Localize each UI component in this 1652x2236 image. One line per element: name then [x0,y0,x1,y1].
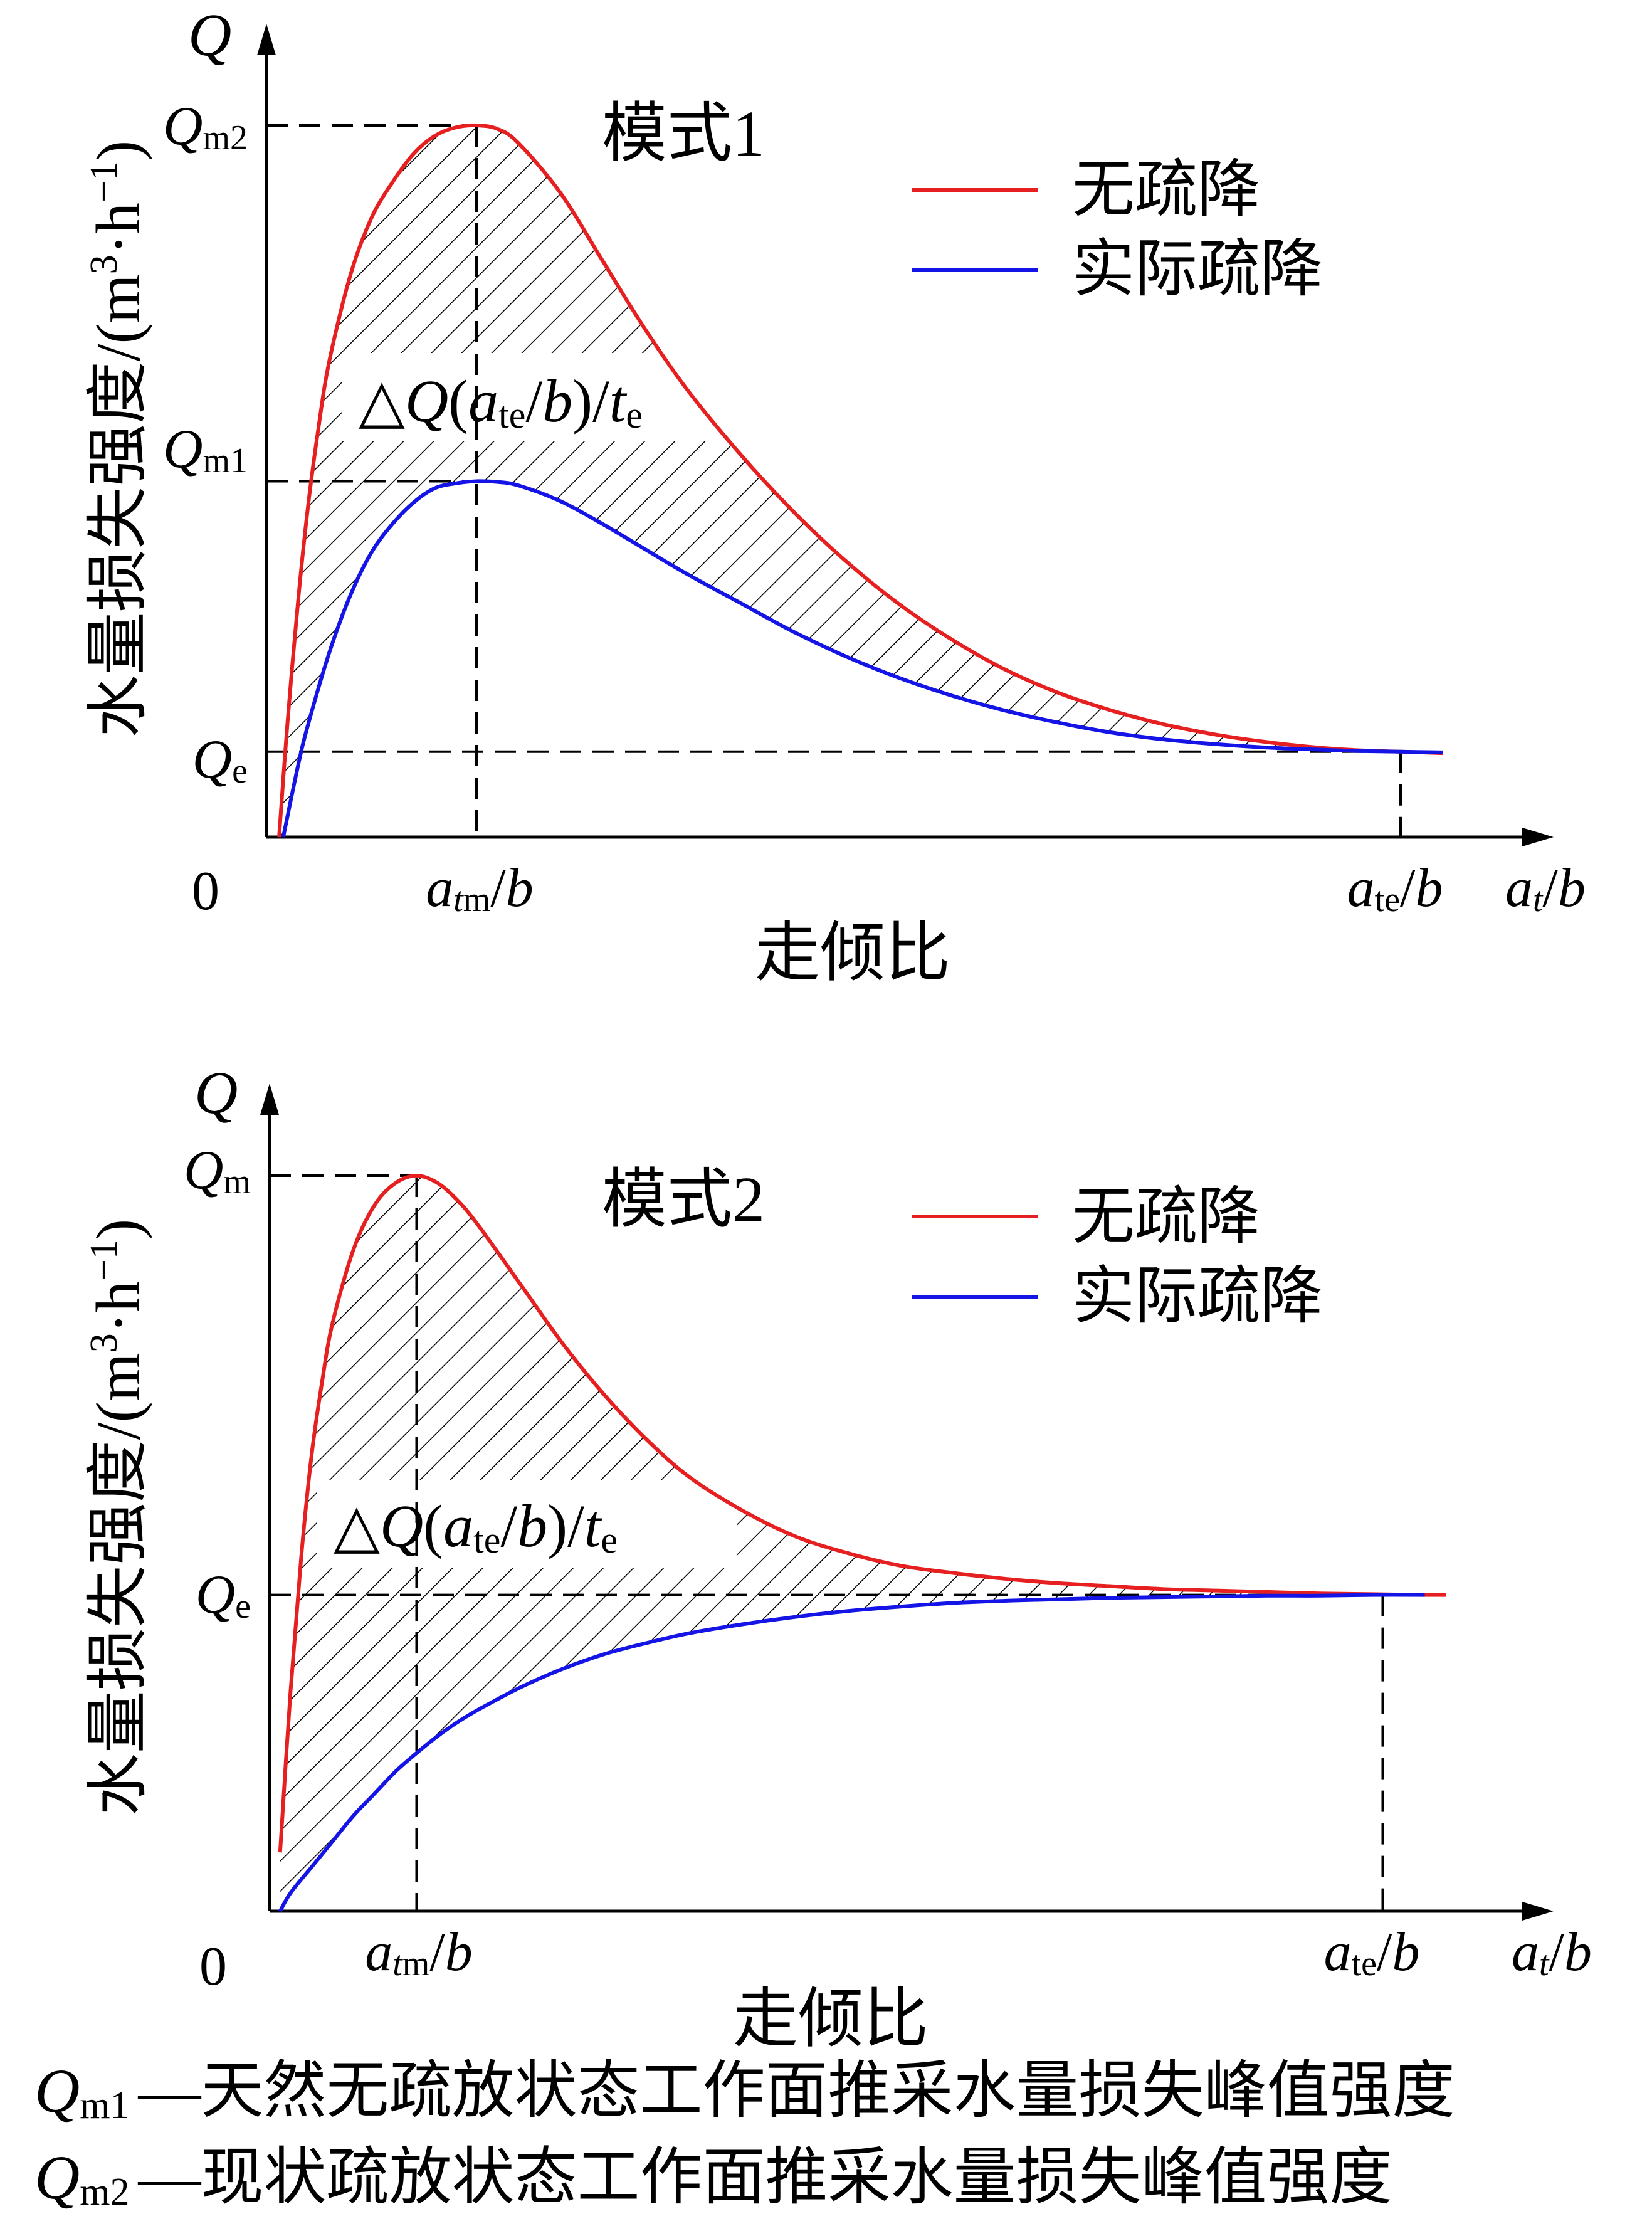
origin-label: 0 [192,861,219,922]
legend-label-no-drainage: 无疏降 [1072,155,1260,224]
footnote-qm2: Qm2 —现状疏放状态工作面推采水量损失峰值强度 [34,2143,1392,2213]
series-line-actual-drainage [281,479,1443,838]
chart-title: 模式2 [602,1164,765,1236]
hatched-loss-area [279,125,1443,838]
x-tick-label-ate: ate/b [1347,858,1443,919]
legend: 无疏降 实际疏降 [912,155,1323,304]
chart-mode-1: Q Qm2 Qm1 Qe 0 atm/b ate/b at/b 走倾比 水量损失… [83,1,1586,989]
hatched-loss-area [280,1176,1446,1911]
y-axis-arrow [260,1084,279,1115]
y-axis-title: 水量损失强度/(m3·h−1) [83,140,153,737]
series-line-actual-drainage [278,1593,1425,1912]
footnotes: Qm1 —天然无疏放状态工作面推采水量损失峰值强度 Qm2 —现状疏放状态工作面推采… [34,2056,1455,2213]
legend-label-actual-drainage: 实际疏降 [1072,235,1323,304]
x-axis-arrow [1522,1902,1554,1921]
chart-title: 模式1 [602,98,765,170]
x-axis-title: 走倾比 [755,917,950,989]
x-tick-label-atm: atm/b [426,858,534,919]
hatch-area-label: △Q(ate/b)/te [359,367,643,436]
dashed-guides [266,124,1402,837]
legend: 无疏降 实际疏降 [912,1182,1323,1331]
x-tick-label-atm: atm/b [365,1922,473,1983]
origin-label: 0 [199,1936,227,1997]
chart-mode-2: Q Qm Qe 0 atm/b ate/b at/b 走倾比 水量损失强度/(m… [83,1059,1592,2055]
y-tick-label-qm2: Qm2 [163,96,248,157]
y-tick-label-qm: Qm [184,1140,251,1201]
y-axis-symbol: Q [194,1059,238,1126]
y-tick-label-qe: Qe [196,1564,251,1626]
y-tick-label-qm1: Qm1 [163,419,248,480]
y-axis-symbol: Q [188,1,231,68]
y-axis-title: 水量损失强度/(m3·h−1) [83,1219,153,1816]
y-tick-label-qe: Qe [192,729,248,791]
x-axis-arrow [1522,828,1554,846]
x-tick-label-ate: ate/b [1324,1922,1420,1983]
series-line-no-drainage [277,123,1443,838]
x-axis-symbol: at/b [1505,858,1586,919]
x-axis-title: 走倾比 [733,1983,929,2055]
series-line-no-drainage [278,1174,1446,1853]
x-axis-symbol: at/b [1512,1922,1592,1983]
footnote-qm1: Qm1 —天然无疏放状态工作面推采水量损失峰值强度 [34,2056,1455,2127]
y-axis-arrow [257,24,276,55]
legend-label-actual-drainage: 实际疏降 [1072,1262,1323,1331]
legend-label-no-drainage: 无疏降 [1072,1182,1260,1252]
hatch-label-background [317,1480,737,1568]
